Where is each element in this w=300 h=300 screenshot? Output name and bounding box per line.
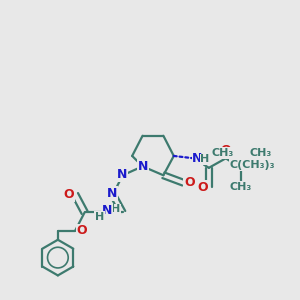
Text: CH₃: CH₃ bbox=[230, 182, 252, 192]
Text: O: O bbox=[63, 188, 74, 201]
Text: N: N bbox=[107, 187, 117, 200]
Text: CH₃: CH₃ bbox=[212, 148, 234, 158]
Text: N: N bbox=[102, 204, 112, 218]
Text: H: H bbox=[112, 204, 121, 214]
Text: H: H bbox=[200, 154, 210, 164]
Text: N: N bbox=[117, 168, 127, 181]
Text: C(CH₃)₃: C(CH₃)₃ bbox=[230, 160, 275, 170]
Text: O: O bbox=[184, 176, 194, 189]
Text: O: O bbox=[197, 181, 208, 194]
Text: O: O bbox=[220, 144, 231, 158]
Text: N: N bbox=[137, 160, 148, 173]
Text: CH₃: CH₃ bbox=[250, 148, 272, 158]
Text: N: N bbox=[192, 152, 203, 165]
Text: O: O bbox=[76, 224, 87, 237]
Text: H: H bbox=[95, 212, 104, 222]
